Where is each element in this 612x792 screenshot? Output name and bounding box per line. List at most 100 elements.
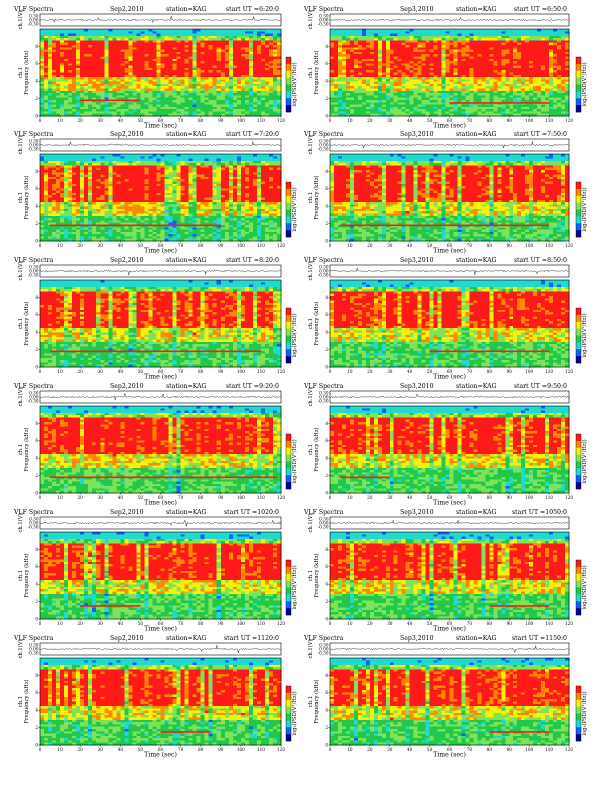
spectrogram-cell <box>217 66 221 69</box>
spectrogram-cell <box>217 70 221 73</box>
spectrogram-cell <box>96 50 100 53</box>
spectrogram-cell <box>124 52 128 55</box>
spectrogram-cell <box>277 56 281 59</box>
spectrogram-cell <box>68 63 72 66</box>
spectrogram-cell <box>132 36 136 39</box>
spectrogram-cell <box>76 43 80 46</box>
spectrogram-cell <box>237 36 241 39</box>
spectrogram-cell <box>140 31 144 34</box>
spectrogram-cell <box>96 75 100 78</box>
spectrogram-cell <box>156 70 160 73</box>
spectrogram-cell <box>88 54 92 57</box>
spectrogram-cell <box>261 40 265 43</box>
spectrogram-cell <box>68 68 72 71</box>
spectrogram-cell <box>96 59 100 62</box>
spectrogram-cell <box>56 43 60 46</box>
spectrogram-cell <box>104 45 108 48</box>
spectrogram-cell <box>72 59 76 62</box>
spectrogram-cell <box>233 63 237 66</box>
spectrogram-cell <box>181 45 185 48</box>
spectrogram-cell <box>213 68 217 71</box>
spectrogram-cell <box>229 68 233 71</box>
spectrogram-cell <box>100 43 104 46</box>
figure-canvas: VLF Spectra Sep2,2010 station=KAG start UT … <box>0 0 612 792</box>
spectrogram-cell <box>120 73 124 76</box>
spectrogram-cell <box>152 56 156 59</box>
spectrogram-cell <box>68 75 72 78</box>
spectrogram-cell <box>265 31 269 34</box>
spectrogram-cell <box>132 29 136 32</box>
spectrogram-cell <box>165 52 169 55</box>
spectrogram-cell <box>189 36 193 39</box>
spectrogram-cell <box>64 34 68 37</box>
spectrogram-cell <box>88 47 92 50</box>
spectrogram-cell <box>193 73 197 76</box>
spectrogram-cell <box>177 29 181 32</box>
spectrogram-cell <box>261 45 265 48</box>
spectrogram-cell <box>273 63 277 66</box>
spectrogram-cell <box>108 38 112 41</box>
spectrogram-cell <box>161 56 165 59</box>
spectrogram-cell <box>185 34 189 37</box>
spectrogram-cell <box>52 36 56 39</box>
spectrogram-cell <box>169 54 173 57</box>
spectrogram-cell <box>209 50 213 53</box>
spectrogram-cell <box>96 52 100 55</box>
spectrogram-cell <box>76 75 80 78</box>
spectrogram-cell <box>92 29 96 32</box>
spectrogram-cell <box>257 50 261 53</box>
spectrogram-cell <box>104 61 108 64</box>
spectrogram-cell <box>88 43 92 46</box>
spectrogram-cell <box>181 73 185 76</box>
spectrogram-cell <box>193 52 197 55</box>
spectrogram-cell <box>261 63 265 66</box>
spectrogram-cell <box>156 66 160 69</box>
spectrogram-cell <box>108 73 112 76</box>
spectrogram-cell <box>189 61 193 64</box>
spectrogram-cell <box>144 29 148 32</box>
spectrogram-cell <box>40 52 44 55</box>
spectrogram-cell <box>60 59 64 62</box>
spectrogram-cell <box>96 70 100 73</box>
spectrogram-cell <box>277 54 281 57</box>
spectrogram-cell <box>277 47 281 50</box>
spectrogram-cell <box>156 75 160 78</box>
spectrogram-cell <box>52 40 56 43</box>
spectrogram-cell <box>173 31 177 34</box>
spectrogram-cell <box>100 31 104 34</box>
spectrogram-cell <box>241 43 245 46</box>
spectrogram-cell <box>269 36 273 39</box>
spectrogram-cell <box>116 47 120 50</box>
spectrogram-cell <box>112 38 116 41</box>
spectrogram-cell <box>265 45 269 48</box>
spectrogram-cell <box>257 63 261 66</box>
spectrogram-cell <box>68 73 72 76</box>
spectrogram-cell <box>177 68 181 71</box>
spectrogram-cell <box>249 61 253 64</box>
spectrogram-cell <box>124 34 128 37</box>
spectrogram-cell <box>152 63 156 66</box>
spectrogram-cell <box>108 68 112 71</box>
spectrogram-cell <box>100 66 104 69</box>
spectrogram-cell <box>140 63 144 66</box>
spectrogram-cell <box>68 45 72 48</box>
spectrogram-cell <box>197 36 201 39</box>
spectrogram-cell <box>144 56 148 59</box>
spectrogram-cell <box>104 75 108 78</box>
spectrogram-cell <box>229 59 233 62</box>
spectrogram-cell <box>52 45 56 48</box>
spectrogram-cell <box>193 36 197 39</box>
spectrogram-cell <box>221 66 225 69</box>
spectrogram-cell <box>76 45 80 48</box>
spectrogram-cell <box>100 38 104 41</box>
spectrogram-cell <box>88 56 92 59</box>
spectrogram-cell <box>136 61 140 64</box>
spectrogram-cell <box>169 68 173 71</box>
spectrogram-cell <box>128 45 132 48</box>
spectrogram-cell <box>100 75 104 78</box>
spectrogram-cell <box>48 70 52 73</box>
spectrogram-cell <box>173 66 177 69</box>
spectrogram-cell <box>165 70 169 73</box>
spectrogram-cell <box>124 29 128 32</box>
spectrogram-cell <box>64 54 68 57</box>
